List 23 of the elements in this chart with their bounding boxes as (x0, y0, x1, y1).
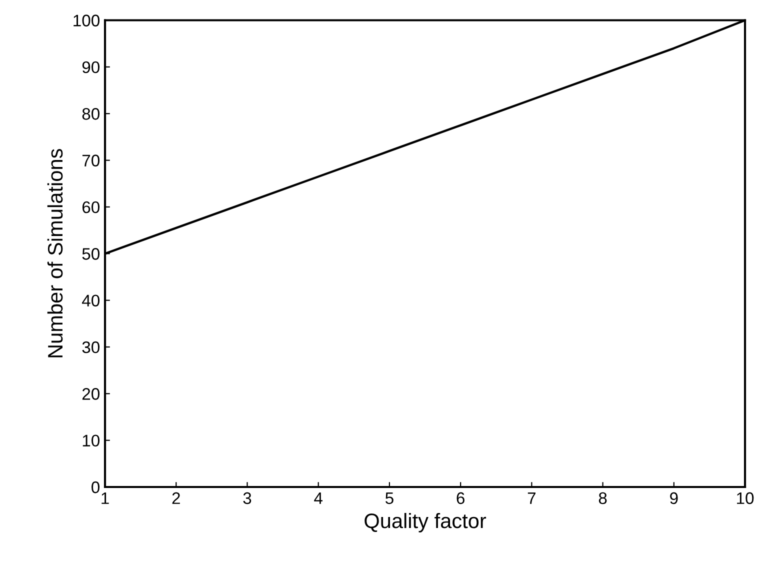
x-tick-label: 9 (670, 492, 678, 504)
x-tick-label: 2 (172, 492, 180, 504)
y-tick-label: 80 (82, 108, 100, 120)
y-tick-label: 40 (82, 294, 100, 307)
y-tick-label: 60 (82, 201, 100, 214)
x-tick-label: 3 (243, 492, 252, 504)
y-tick-label: 70 (82, 154, 100, 166)
y-tick-label: 20 (82, 388, 100, 400)
y-tick-label: 100 (74, 14, 100, 26)
x-tick-label: 6 (456, 492, 464, 504)
x-tick-label: 8 (598, 492, 607, 504)
x-tick-label: 4 (314, 492, 322, 504)
x-tick-label: 5 (385, 492, 394, 504)
y-tick-label: 50 (82, 248, 100, 260)
x-tick-label: 1 (102, 492, 109, 504)
x-axis-title: Quality factor (364, 512, 486, 532)
y-axis-title: Number of Simulations (47, 149, 63, 358)
x-tick-label: 10 (737, 492, 754, 504)
x-tick-label: 7 (528, 492, 536, 504)
y-tick-label: 0 (92, 481, 100, 494)
y-tick-label: 10 (82, 434, 100, 447)
y-tick-label: 30 (82, 341, 100, 354)
y-tick-label: 90 (82, 61, 100, 74)
